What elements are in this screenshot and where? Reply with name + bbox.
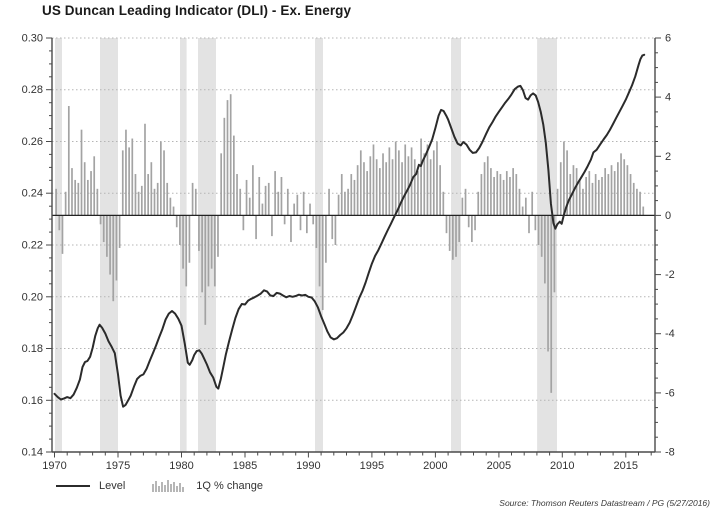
svg-text:-2: -2 (665, 269, 675, 281)
svg-text:2015: 2015 (614, 460, 638, 472)
svg-text:4: 4 (665, 92, 671, 104)
legend-label-level: Level (99, 480, 126, 492)
svg-text:0.30: 0.30 (22, 33, 43, 45)
svg-text:-6: -6 (665, 387, 675, 399)
svg-text:0.16: 0.16 (22, 395, 43, 407)
svg-text:0.26: 0.26 (22, 136, 43, 148)
legend-item-level: Level (56, 480, 125, 492)
svg-text:0.18: 0.18 (22, 343, 43, 355)
svg-text:-4: -4 (665, 328, 675, 340)
svg-text:1980: 1980 (169, 460, 193, 472)
svg-text:1995: 1995 (360, 460, 384, 472)
svg-text:2010: 2010 (550, 460, 574, 472)
svg-text:2000: 2000 (423, 460, 447, 472)
svg-text:2005: 2005 (487, 460, 511, 472)
svg-text:0.20: 0.20 (22, 291, 43, 303)
bars-swatch-icon (152, 480, 185, 492)
svg-text:0.28: 0.28 (22, 84, 43, 96)
svg-text:0.22: 0.22 (22, 240, 43, 252)
svg-text:-8: -8 (665, 447, 675, 459)
svg-text:0: 0 (665, 210, 671, 222)
chart-title: US Duncan Leading Indicator (DLI) - Ex. … (42, 3, 352, 18)
line-swatch-icon (56, 485, 90, 487)
legend: Level 1Q % change (56, 478, 263, 494)
svg-text:1975: 1975 (106, 460, 130, 472)
svg-text:2: 2 (665, 151, 671, 163)
legend-label-change: 1Q % change (196, 480, 263, 492)
svg-text:6: 6 (665, 33, 671, 45)
svg-text:1990: 1990 (296, 460, 320, 472)
svg-text:0.14: 0.14 (22, 447, 43, 459)
source-note: Source: Thomson Reuters Datastream / PG … (499, 498, 710, 508)
svg-text:1985: 1985 (233, 460, 257, 472)
svg-text:0.24: 0.24 (22, 188, 43, 200)
svg-text:1970: 1970 (42, 460, 66, 472)
legend-item-change: 1Q % change (151, 478, 263, 494)
